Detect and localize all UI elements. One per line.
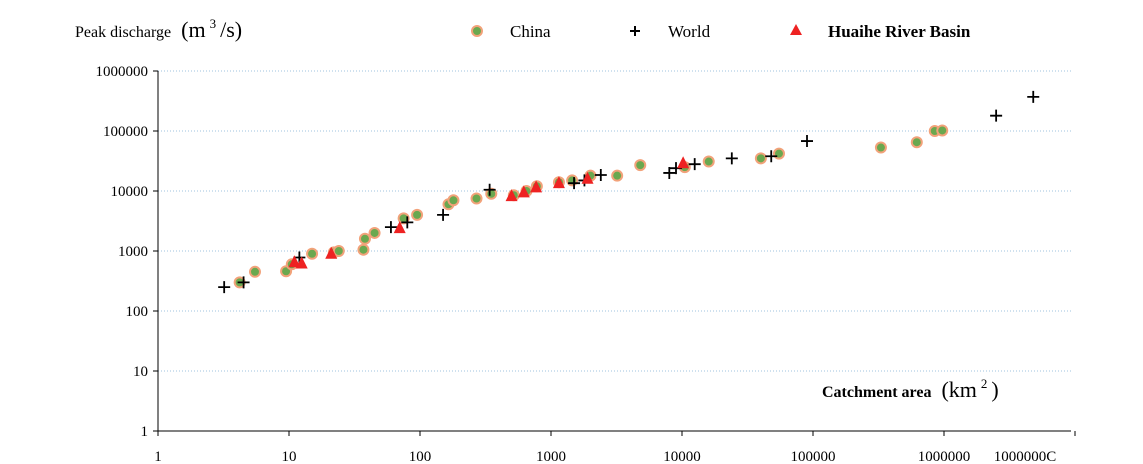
world-point: [437, 208, 450, 221]
world-point: [688, 158, 701, 171]
huaihe-point: [393, 221, 406, 234]
china-point: [470, 192, 483, 205]
y-tick-label: 1: [141, 424, 149, 440]
world-point: [765, 150, 778, 163]
huaihe-point: [295, 256, 308, 269]
legend-huaihe-marker: [790, 24, 802, 35]
data-points: [218, 90, 1040, 294]
china-point: [611, 169, 624, 182]
china-point: [936, 124, 949, 137]
y-tick-labels: 1 10 100 1000 10000 100000 1000000: [96, 64, 149, 440]
huaihe-point: [530, 180, 543, 193]
x-axis-label: Catchment area (km 2 ): [822, 375, 999, 402]
y-tick-label: 100: [126, 304, 149, 320]
x-tick-label: 10000: [663, 449, 701, 464]
x-tick-label: 1000: [536, 449, 566, 464]
china-point: [874, 141, 887, 154]
world-point: [237, 276, 250, 289]
huaihe-point: [288, 255, 301, 268]
huaihe-point: [552, 176, 565, 189]
x-tick-label: 100: [409, 449, 432, 464]
china-point: [332, 245, 345, 257]
world-point: [483, 183, 496, 196]
world-point: [218, 281, 231, 294]
world-point: [663, 166, 676, 179]
x-tick-label: 10: [282, 449, 297, 464]
china-point: [910, 136, 923, 149]
world-point: [725, 152, 738, 165]
china-point: [411, 208, 424, 221]
china-point: [306, 247, 319, 260]
legend-world-label: World: [668, 22, 711, 41]
huaihe-point: [325, 246, 338, 259]
y-tick-label: 1000000: [96, 64, 149, 80]
x-tick-label: 100000: [791, 449, 836, 464]
china-point: [447, 194, 460, 207]
x-tick-label: 1: [154, 449, 162, 464]
legend-china-label: China: [510, 22, 551, 41]
y-axis-label: Peak discharge (m 3 /s): [75, 15, 242, 42]
y-tick-label: 10000: [111, 184, 149, 200]
world-point: [990, 109, 1003, 122]
china-point: [248, 265, 261, 278]
huaihe-point: [677, 156, 690, 169]
huaihe-point: [517, 185, 530, 198]
china-point: [754, 152, 767, 165]
world-point: [384, 221, 397, 234]
x-tick-labels: 1 10 100 1000 10000 100000 1000000 1000000C: [154, 449, 1056, 464]
huaihe-point: [581, 171, 594, 184]
world-point: [594, 168, 607, 181]
china-point: [358, 232, 371, 245]
world-point: [401, 216, 414, 229]
world-point: [801, 135, 814, 148]
huaihe-point: [505, 189, 518, 202]
legend-huaihe-label: Huaihe River Basin: [828, 22, 971, 41]
china-point: [702, 155, 715, 168]
legend: China World Huaihe River Basin: [471, 22, 971, 41]
china-point: [368, 226, 381, 239]
x-tick-label: 1000000C: [994, 449, 1057, 464]
axes: [153, 70, 1076, 436]
china-point: [634, 159, 647, 172]
grid-lines: [158, 70, 1071, 372]
y-tick-label: 100000: [103, 124, 148, 140]
world-point: [568, 177, 581, 190]
y-tick-label: 1000: [118, 244, 148, 260]
legend-world-marker: [630, 26, 640, 36]
x-tick-label: 1000000: [918, 449, 971, 464]
legend-china-marker: [471, 25, 483, 37]
china-point: [397, 212, 410, 225]
china-point: [357, 243, 370, 256]
world-point: [1027, 90, 1040, 103]
y-tick-label: 10: [133, 364, 148, 380]
